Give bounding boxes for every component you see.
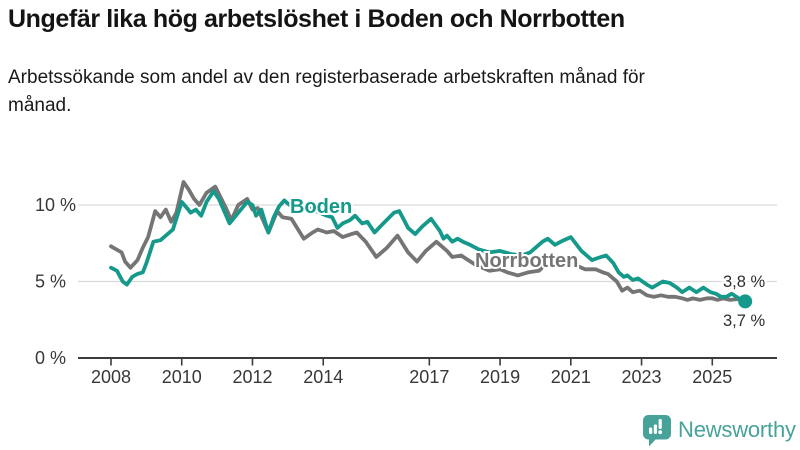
x-tick-label: 2010 xyxy=(162,367,202,387)
logo-bar-small xyxy=(649,427,653,434)
y-axis-label: 5 % xyxy=(35,272,66,292)
brand-footer: Newsworthy xyxy=(643,415,796,448)
chart-subtitle: Arbetssökande som andel av den registerb… xyxy=(8,67,645,116)
x-tick-label: 2008 xyxy=(91,367,131,387)
y-axis-label: 10 % xyxy=(35,195,76,215)
newsworthy-logo-icon xyxy=(643,415,671,447)
series-label-norrbotten: Norrbotten xyxy=(475,250,578,272)
series-end-dot-boden xyxy=(738,294,753,309)
x-tick-label: 2012 xyxy=(232,367,272,387)
logo-bar-medium xyxy=(653,424,657,434)
logo-exclamation-dot xyxy=(658,430,663,435)
x-tick-label: 2023 xyxy=(622,367,662,387)
end-value-label-norrbotten: 3,8 % xyxy=(723,273,766,291)
series-label-boden: Boden xyxy=(290,196,352,218)
page-title: Ungefär lika hög arbetslöshet i Boden oc… xyxy=(8,5,625,33)
series-line-norrbotten xyxy=(109,180,746,302)
series-line-boden xyxy=(109,189,748,304)
y-axis-label: 0 % xyxy=(35,348,66,368)
x-tick-label: 2017 xyxy=(409,367,449,387)
x-tick-label: 2019 xyxy=(480,367,520,387)
x-tick-label: 2014 xyxy=(303,367,343,387)
logo-exclamation-bar xyxy=(658,419,662,429)
x-tick-label: 2025 xyxy=(692,367,732,387)
end-value-label-boden: 3,7 % xyxy=(723,312,766,330)
brand-name: Newsworthy xyxy=(678,417,796,442)
x-tick-label: 2021 xyxy=(551,367,591,387)
